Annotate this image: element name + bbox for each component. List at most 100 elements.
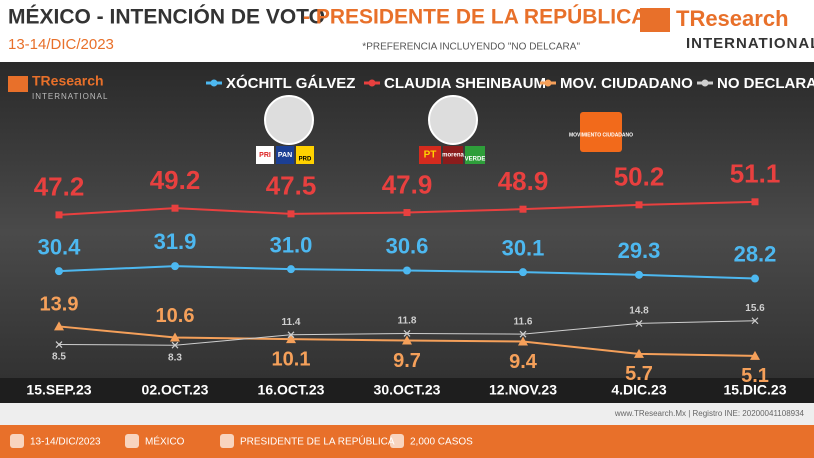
plot-background [0,62,814,403]
legend-marker [701,79,709,87]
footer-icon [220,434,234,448]
data-label: 11.4 [282,317,301,328]
title: - PRESIDENTE DE LA REPÚBLICA [303,5,646,29]
marker [519,268,527,277]
marker [519,205,527,213]
marker [519,330,527,338]
data-label: 11.8 [398,316,417,327]
marker [751,198,759,206]
marker [287,265,295,274]
title: MÉXICO - INTENCIÓN DE VOTO [8,5,325,29]
marker [402,335,412,345]
party-label: morena [442,153,464,159]
party-label: VERDE [465,157,486,163]
x-tick-label: 30.OCT.23 [374,382,441,398]
marker [635,201,643,209]
legend-marker [368,79,376,87]
marker [750,350,760,360]
marker [635,270,643,279]
footer-icon [10,434,24,448]
marker [171,341,179,349]
marker [171,262,179,271]
data-label: 10.6 [156,305,195,327]
legend-marker [210,79,218,87]
legend-label: CLAUDIA SHEINBAUM [384,75,546,92]
data-label: 28.2 [734,242,777,267]
register-band [0,403,814,425]
marker [55,267,63,276]
x-tick-label: 4.DIC.23 [611,382,666,398]
data-label: 8.5 [52,352,66,363]
footer-item: 13-14/DIC/2023 [30,437,101,448]
footer-item: 2,000 CASOS [410,437,473,448]
note: *PREFERENCIA INCLUYENDO "NO DELCARA" [362,42,580,53]
data-label: 14.8 [629,306,649,317]
footer [0,425,814,458]
data-label: 5.1 [741,365,769,387]
party-logo [296,146,314,164]
logo-sub: INTERNATIONAL [686,35,814,52]
marker [403,330,411,337]
party-logo [256,146,274,164]
party-logo [580,112,622,152]
data-label: 31.9 [154,229,197,254]
category-band [0,378,814,403]
x-tick-label: 15.DIC.23 [723,382,786,398]
marker [171,204,179,212]
marker [518,336,528,346]
marker [55,211,63,219]
logo-sub: INTERNATIONAL [32,92,108,101]
marker [287,331,295,339]
party-label: PT [424,150,437,161]
marker [403,266,411,275]
party-label: PAN [278,152,292,159]
legend-label: XÓCHITL GÁLVEZ [226,74,355,92]
marker [403,209,411,217]
data-label: 5.7 [625,363,653,385]
data-label: 30.4 [38,234,82,259]
marker [635,319,643,327]
data-label: 9.7 [393,350,421,372]
marker [634,348,644,358]
party-label: PRI [259,152,271,159]
legend-label: MOV. CIUDADANO [560,75,693,92]
header [0,0,814,62]
logo-brand: TResearch [32,73,104,89]
logo-icon [8,76,28,92]
marker [287,210,295,218]
candidate-photo [264,95,314,145]
marker [751,274,759,283]
marker [751,317,759,325]
data-label: 9.4 [509,351,538,373]
footer-item: PRESIDENTE DE LA REPÚBLICA [240,435,395,448]
party-label: MOVIMIENTO CIUDADANO [569,132,633,138]
data-label: 29.3 [618,238,661,263]
legend-label: NO DECLARA [717,75,814,92]
data-label: 8.3 [168,352,182,363]
data-label: 31.0 [270,232,313,257]
data-label: 47.2 [34,172,85,202]
candidate-photo [428,95,478,145]
footer-item: MÉXICO [145,435,185,448]
data-label: 10.1 [272,348,311,370]
data-label: 15.6 [745,303,765,314]
register: www.TResearch.Mx | Registro INE: 2020004… [614,409,805,418]
x-tick-label: 02.OCT.23 [142,382,209,398]
data-label: 49.2 [150,165,201,195]
marker [170,332,180,342]
footer-icon [390,434,404,448]
marker [55,341,63,348]
party-logo [465,146,485,164]
data-label: 13.9 [40,294,79,316]
x-tick-label: 12.NOV.23 [489,382,557,398]
data-label: 47.9 [382,169,433,199]
data-label: 11.6 [514,316,533,327]
data-label: 30.6 [386,234,429,259]
data-label: 30.1 [502,235,545,260]
party-logo [419,146,441,164]
data-label: 51.1 [730,159,781,189]
data-label: 47.5 [266,171,317,201]
marker [54,321,64,331]
subtitle: 13-14/DIC/2023 [8,36,114,53]
